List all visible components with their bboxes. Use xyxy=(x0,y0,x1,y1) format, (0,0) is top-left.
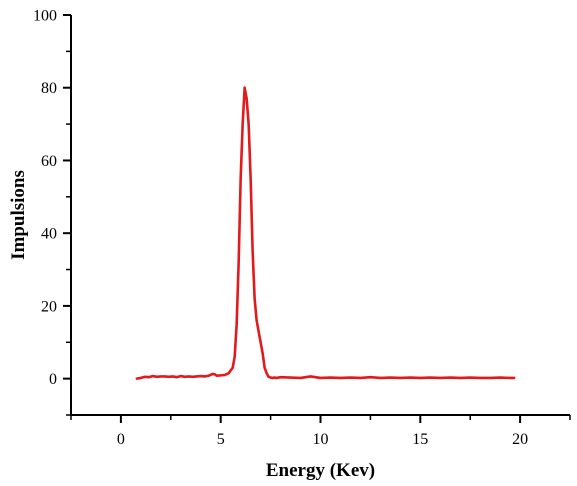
series-layer xyxy=(135,86,516,380)
y-tick-label: 60 xyxy=(41,153,57,170)
x-tick-label: 10 xyxy=(313,431,329,448)
minor-ticks xyxy=(66,50,571,420)
x-tick-labels: 0 5 10 15 20 xyxy=(117,431,528,448)
x-tick-label: 5 xyxy=(217,431,225,448)
y-tick-label: 0 xyxy=(49,371,57,388)
major-ticks xyxy=(63,14,522,423)
y-axis-title: Impulsions xyxy=(8,170,29,260)
x-tick-label: 15 xyxy=(412,431,428,448)
series-line xyxy=(135,86,516,380)
x-tick-label: 20 xyxy=(512,431,528,448)
y-tick-label: 100 xyxy=(33,8,57,25)
x-tick-label: 0 xyxy=(117,431,125,448)
y-tick-label: 40 xyxy=(41,226,57,243)
y-tick-labels: 0 20 40 60 80 100 xyxy=(33,8,57,389)
x-axis-title: Energy (Kev) xyxy=(266,460,375,481)
y-tick-label: 20 xyxy=(41,298,57,315)
y-tick-label: 80 xyxy=(41,80,57,97)
